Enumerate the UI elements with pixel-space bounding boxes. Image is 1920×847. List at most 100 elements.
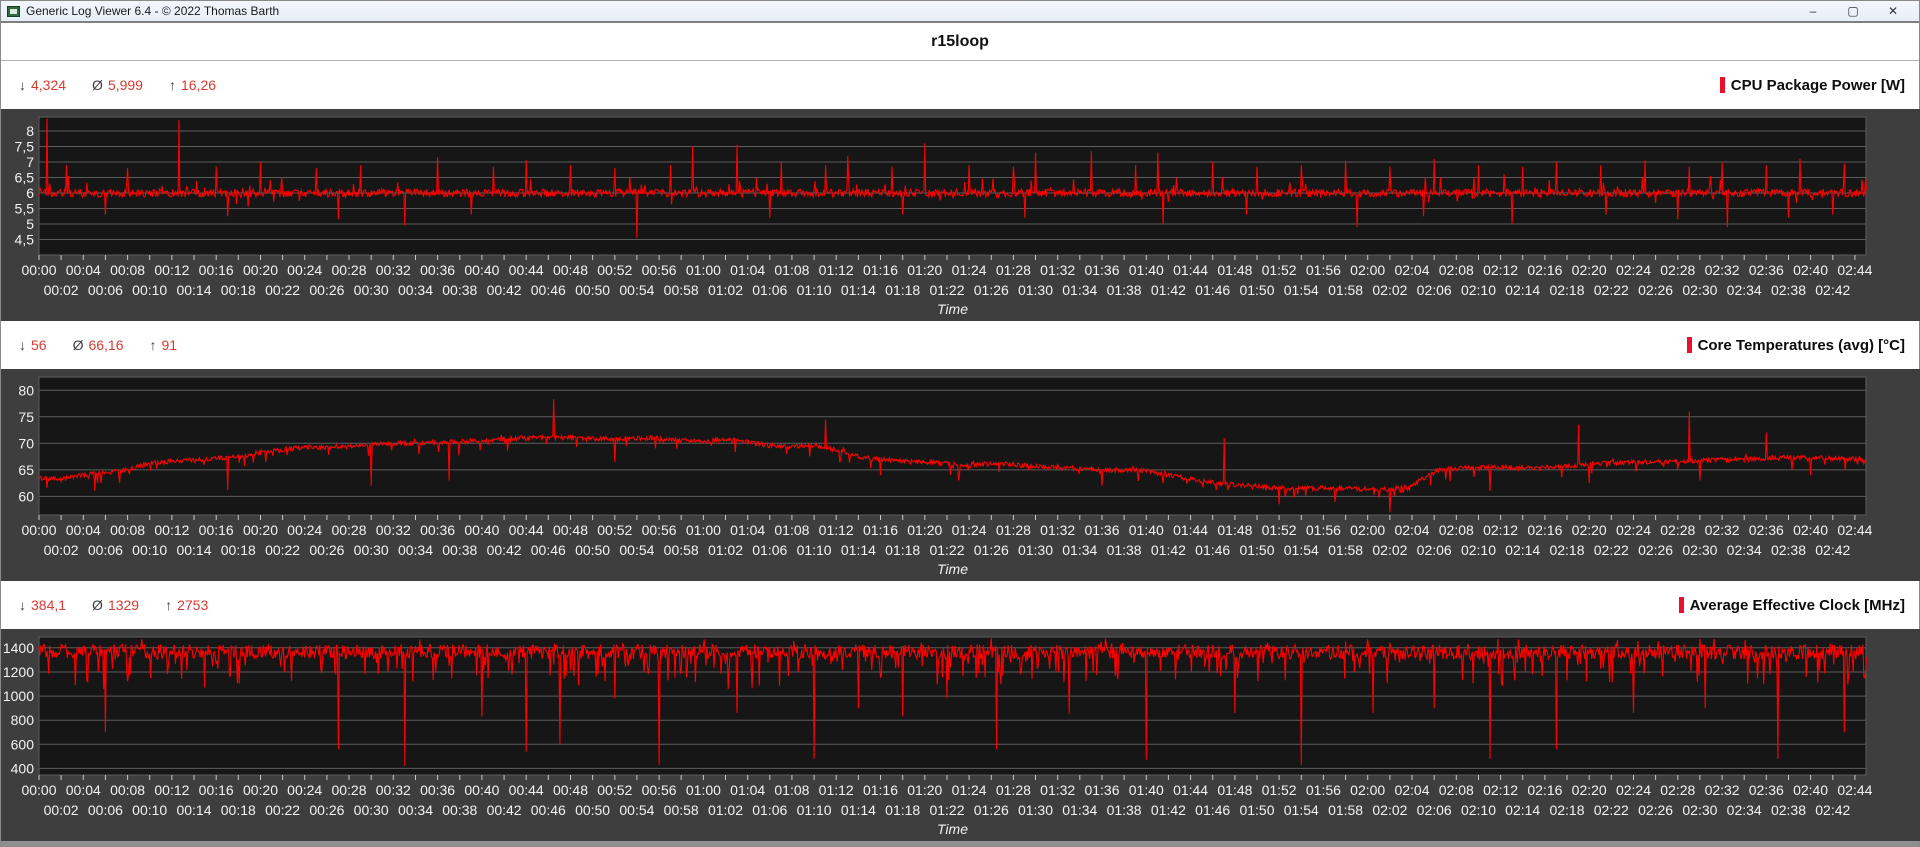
svg-text:02:06: 02:06 xyxy=(1417,542,1452,558)
svg-text:02:28: 02:28 xyxy=(1660,522,1695,538)
svg-text:00:02: 00:02 xyxy=(44,542,79,558)
svg-text:01:56: 01:56 xyxy=(1306,262,1341,278)
svg-text:00:28: 00:28 xyxy=(331,262,366,278)
svg-text:01:20: 01:20 xyxy=(907,522,942,538)
min-value: 56 xyxy=(31,337,47,353)
svg-text:00:28: 00:28 xyxy=(331,782,366,798)
svg-text:00:24: 00:24 xyxy=(287,522,322,538)
window-bottom-edge xyxy=(1,841,1919,846)
svg-text:02:16: 02:16 xyxy=(1527,262,1562,278)
svg-text:01:28: 01:28 xyxy=(996,262,1031,278)
svg-text:02:38: 02:38 xyxy=(1771,802,1806,818)
svg-text:02:12: 02:12 xyxy=(1483,782,1518,798)
minimize-button[interactable]: – xyxy=(1809,4,1817,18)
svg-text:02:20: 02:20 xyxy=(1572,262,1607,278)
svg-text:01:36: 01:36 xyxy=(1084,782,1119,798)
svg-text:00:34: 00:34 xyxy=(398,802,433,818)
svg-text:00:58: 00:58 xyxy=(664,282,699,298)
svg-text:00:58: 00:58 xyxy=(664,542,699,558)
x-tick-marks xyxy=(38,255,1856,260)
avg-stat: Ø 66,16 xyxy=(73,337,124,353)
svg-text:7,5: 7,5 xyxy=(15,139,35,155)
svg-text:00:50: 00:50 xyxy=(575,542,610,558)
svg-text:00:54: 00:54 xyxy=(619,282,654,298)
svg-text:02:34: 02:34 xyxy=(1727,542,1762,558)
legend-color-bar xyxy=(1678,597,1684,613)
close-button[interactable]: ✕ xyxy=(1887,4,1899,18)
svg-text:01:32: 01:32 xyxy=(1040,522,1075,538)
svg-text:00:16: 00:16 xyxy=(199,782,234,798)
avg-icon: Ø xyxy=(92,77,103,93)
svg-text:02:20: 02:20 xyxy=(1572,522,1607,538)
cpu-package-power-chart[interactable]: 87,576,565,554,5 00:00 00:04 00:08 00:12 00:1… xyxy=(1,109,1920,321)
svg-text:00:22: 00:22 xyxy=(265,802,300,818)
svg-text:02:38: 02:38 xyxy=(1771,542,1806,558)
svg-text:00:34: 00:34 xyxy=(398,282,433,298)
svg-text:75: 75 xyxy=(18,409,34,425)
svg-text:00:40: 00:40 xyxy=(464,262,499,278)
svg-text:02:16: 02:16 xyxy=(1527,782,1562,798)
svg-text:02:24: 02:24 xyxy=(1616,782,1651,798)
svg-text:00:46: 00:46 xyxy=(531,802,566,818)
svg-text:01:10: 01:10 xyxy=(797,542,832,558)
plot-area[interactable] xyxy=(38,116,1867,256)
svg-text:02:44: 02:44 xyxy=(1837,522,1872,538)
svg-text:02:22: 02:22 xyxy=(1594,802,1629,818)
svg-text:02:32: 02:32 xyxy=(1705,262,1740,278)
effective-clock-chart[interactable]: 1400 1200 1000 800 600 400 00:00 00:04 00:08 00:1… xyxy=(1,629,1920,841)
svg-text:01:50: 01:50 xyxy=(1239,542,1274,558)
svg-text:01:08: 01:08 xyxy=(774,262,809,278)
svg-text:02:20: 02:20 xyxy=(1572,782,1607,798)
svg-text:00:26: 00:26 xyxy=(309,542,344,558)
svg-text:00:50: 00:50 xyxy=(575,282,610,298)
svg-text:01:48: 01:48 xyxy=(1217,782,1252,798)
svg-text:02:38: 02:38 xyxy=(1771,282,1806,298)
plot-area[interactable] xyxy=(38,376,1867,516)
svg-text:00:32: 00:32 xyxy=(376,522,411,538)
svg-text:00:34: 00:34 xyxy=(398,542,433,558)
svg-text:01:42: 01:42 xyxy=(1151,282,1186,298)
svg-text:02:04: 02:04 xyxy=(1394,522,1429,538)
svg-text:4,5: 4,5 xyxy=(15,232,35,248)
svg-text:01:24: 01:24 xyxy=(952,782,987,798)
max-arrow-icon: ↑ xyxy=(165,597,173,613)
svg-text:01:44: 01:44 xyxy=(1173,522,1208,538)
min-value: 384,1 xyxy=(31,597,67,613)
svg-text:01:02: 01:02 xyxy=(708,282,743,298)
svg-text:00:18: 00:18 xyxy=(221,282,256,298)
svg-text:00:24: 00:24 xyxy=(287,782,322,798)
svg-text:02:28: 02:28 xyxy=(1660,262,1695,278)
avg-value: 1329 xyxy=(107,597,140,613)
svg-text:01:04: 01:04 xyxy=(730,262,765,278)
effective-clock-legend: Average Effective Clock [MHz] xyxy=(1678,597,1905,614)
svg-text:5: 5 xyxy=(26,216,34,232)
svg-text:01:46: 01:46 xyxy=(1195,542,1230,558)
svg-text:00:48: 00:48 xyxy=(553,782,588,798)
series-line xyxy=(38,118,1867,238)
svg-text:02:40: 02:40 xyxy=(1793,782,1828,798)
svg-text:01:12: 01:12 xyxy=(819,262,854,278)
maximize-button[interactable]: ▢ xyxy=(1847,4,1859,18)
plot-area[interactable] xyxy=(38,636,1867,776)
svg-text:00:14: 00:14 xyxy=(176,542,211,558)
svg-text:800: 800 xyxy=(11,712,35,728)
svg-text:00:42: 00:42 xyxy=(487,282,522,298)
svg-text:00:16: 00:16 xyxy=(199,262,234,278)
svg-text:02:18: 02:18 xyxy=(1549,282,1584,298)
svg-text:02:08: 02:08 xyxy=(1439,782,1474,798)
svg-text:00:10: 00:10 xyxy=(132,282,167,298)
svg-text:00:02: 00:02 xyxy=(44,282,79,298)
svg-text:00:38: 00:38 xyxy=(442,282,477,298)
svg-text:01:28: 01:28 xyxy=(996,782,1031,798)
svg-text:01:14: 01:14 xyxy=(841,542,876,558)
cpu-power-stats-row: ↓ 4,324 Ø 5,999 ↑ 16,26 CPU Package Powe… xyxy=(1,61,1919,109)
svg-text:02:06: 02:06 xyxy=(1417,282,1452,298)
svg-text:01:00: 01:00 xyxy=(686,522,721,538)
svg-text:01:40: 01:40 xyxy=(1129,782,1164,798)
series-line xyxy=(38,399,1867,513)
svg-text:01:30: 01:30 xyxy=(1018,282,1053,298)
core-temperatures-chart[interactable]: 80 75 70 65 60 00:00 00:04 00:08 00:12 00:16 00:20… xyxy=(1,369,1920,581)
svg-text:02:10: 02:10 xyxy=(1461,802,1496,818)
time-axis-label: Time xyxy=(937,821,968,837)
svg-text:02:08: 02:08 xyxy=(1439,522,1474,538)
